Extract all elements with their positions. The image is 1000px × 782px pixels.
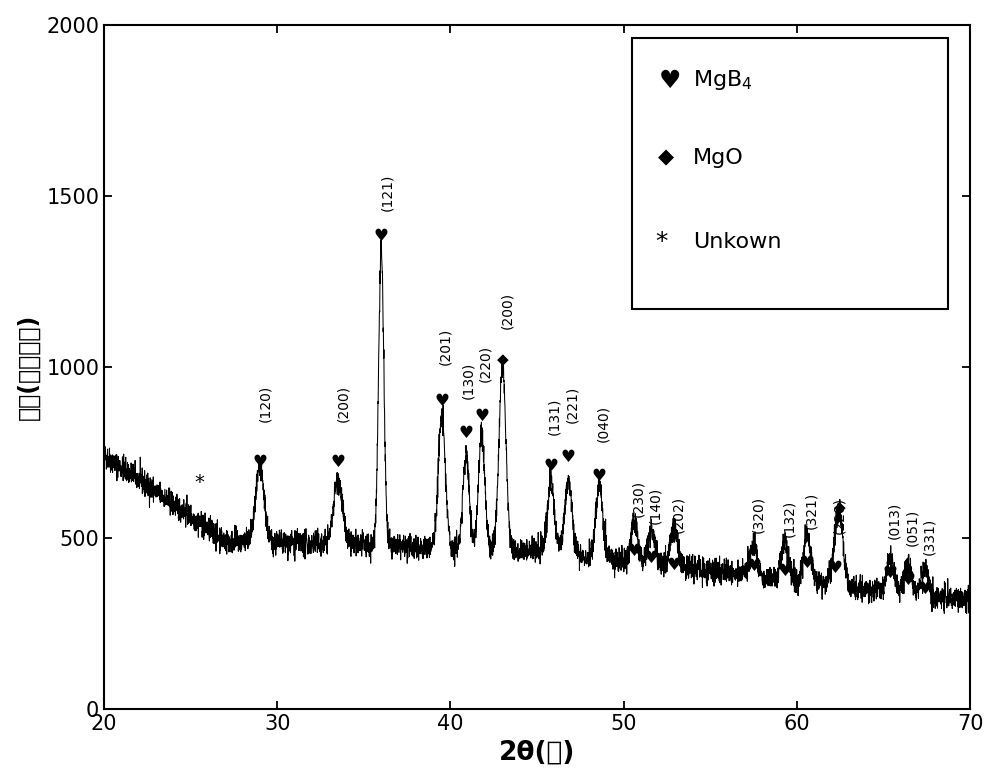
FancyBboxPatch shape — [632, 38, 948, 309]
Text: ♥: ♥ — [800, 554, 815, 572]
Text: ♥: ♥ — [900, 571, 915, 589]
Text: *: * — [194, 472, 204, 492]
Text: ◆: ◆ — [658, 148, 674, 168]
Text: Unkown: Unkown — [693, 232, 781, 252]
Text: (230): (230) — [631, 480, 645, 518]
Text: (013): (013) — [888, 501, 902, 539]
Y-axis label: 强度(任意单位): 强度(任意单位) — [17, 314, 41, 420]
Text: (320): (320) — [751, 496, 765, 533]
Text: (120): (120) — [258, 384, 272, 421]
Text: (140): (140) — [649, 487, 663, 524]
Text: MgO: MgO — [693, 148, 744, 168]
Text: (221): (221) — [566, 386, 580, 423]
X-axis label: 2θ(度): 2θ(度) — [499, 739, 575, 766]
Text: MgB$_4$: MgB$_4$ — [693, 68, 753, 91]
Text: ◆: ◆ — [834, 500, 846, 515]
Text: (220): (220) — [832, 497, 846, 534]
Text: ♥: ♥ — [883, 564, 898, 582]
Text: (130): (130) — [462, 362, 476, 400]
Text: ♥: ♥ — [253, 453, 267, 471]
Text: ♥: ♥ — [459, 424, 474, 442]
Text: (132): (132) — [782, 500, 796, 536]
Text: (321): (321) — [805, 492, 819, 529]
Text: ♥: ♥ — [561, 448, 576, 466]
Text: (121): (121) — [380, 174, 394, 211]
Text: ♥: ♥ — [918, 579, 932, 597]
Text: ♥: ♥ — [434, 392, 449, 410]
Text: ◆: ◆ — [497, 352, 508, 367]
Text: ♥: ♥ — [544, 457, 558, 475]
Text: ♥: ♥ — [627, 542, 642, 560]
Text: (040): (040) — [596, 405, 610, 442]
Text: ♥: ♥ — [658, 69, 681, 93]
Text: ♥: ♥ — [592, 467, 607, 485]
Text: (201): (201) — [438, 328, 452, 365]
Text: ♥: ♥ — [644, 549, 659, 567]
Text: (200): (200) — [500, 292, 514, 329]
Text: (202): (202) — [671, 496, 685, 533]
Text: ♥: ♥ — [374, 228, 389, 246]
Text: ♥: ♥ — [474, 407, 489, 425]
Text: ♥: ♥ — [330, 453, 345, 471]
Text: (200): (200) — [336, 385, 350, 421]
Text: (051): (051) — [905, 509, 919, 547]
Text: (331): (331) — [922, 518, 936, 555]
Text: ♥: ♥ — [746, 558, 761, 576]
Text: (220): (220) — [478, 345, 492, 382]
Text: ♥: ♥ — [828, 559, 842, 577]
Text: ♥: ♥ — [666, 556, 681, 574]
Text: *: * — [656, 230, 668, 254]
Text: (131): (131) — [547, 398, 561, 436]
Text: ♥: ♥ — [777, 561, 792, 579]
